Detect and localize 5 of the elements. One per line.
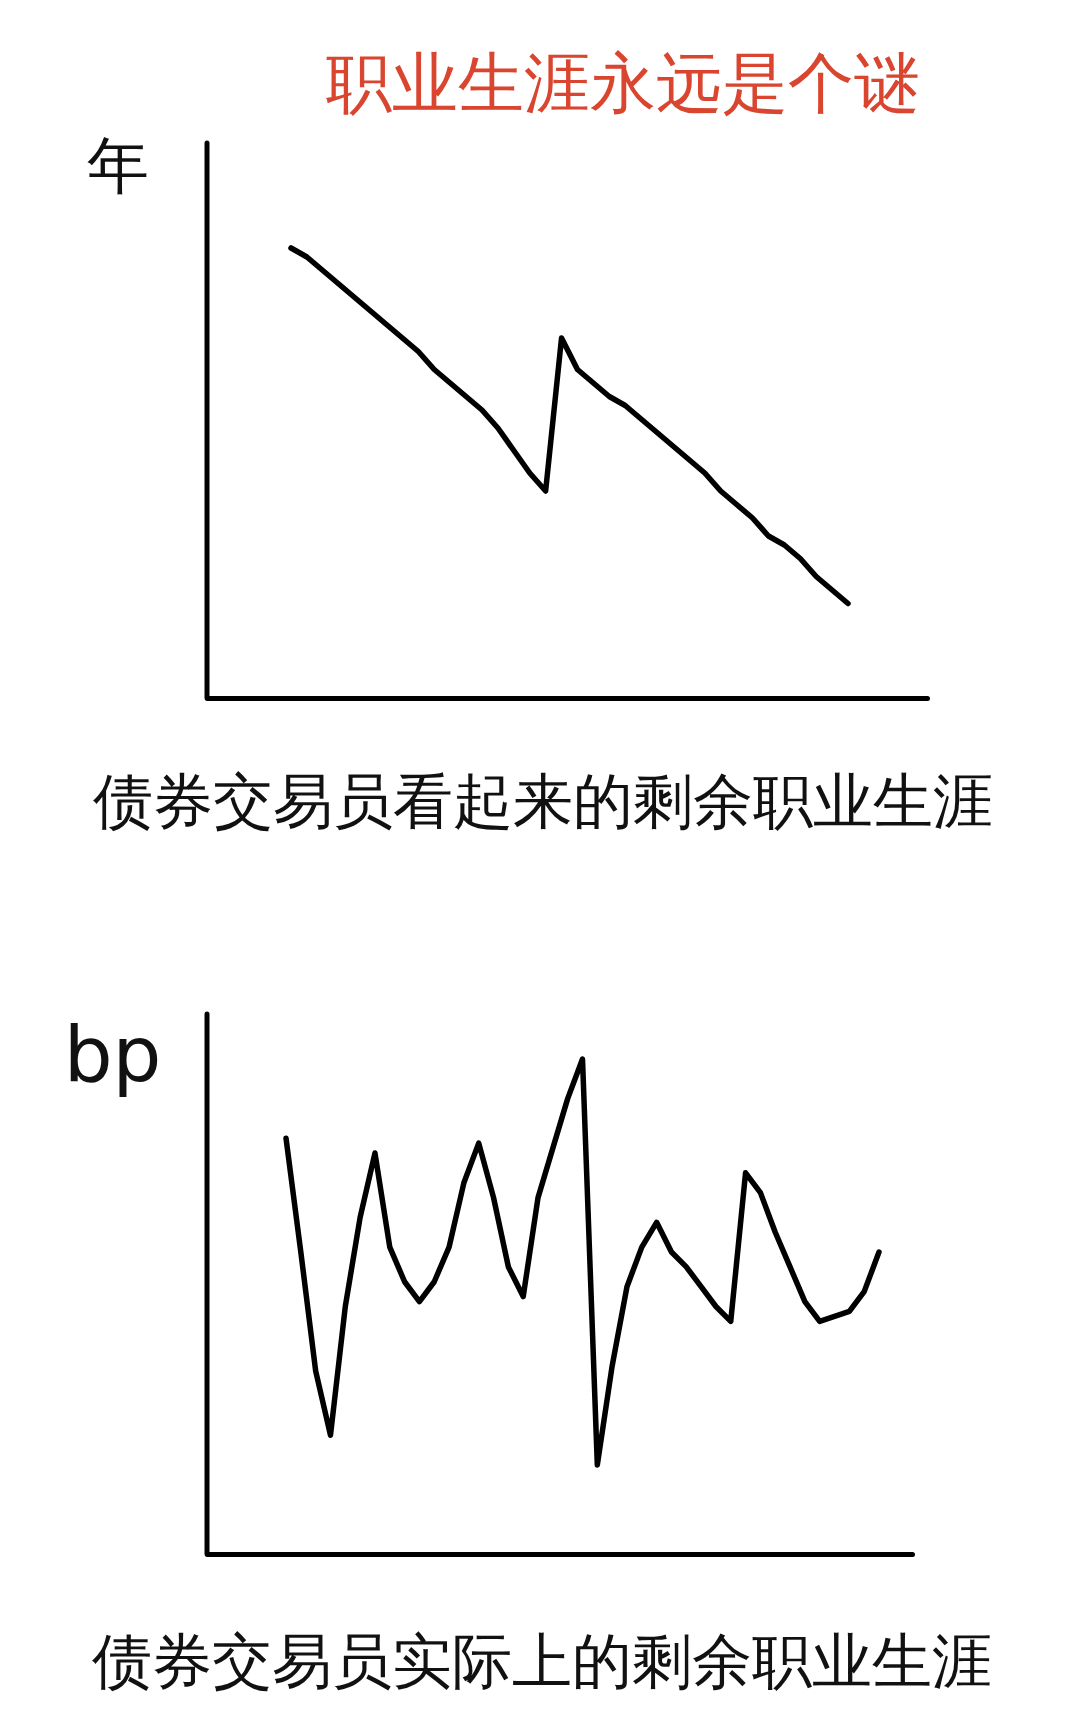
y-axis-title: bp [63, 1009, 162, 1099]
x-axis-title: 债券交易员看起来的剩余职业生涯 [92, 765, 993, 836]
y-axis-title: 年 [86, 128, 149, 202]
x-axis-title: 债券交易员实际上的剩余职业生涯 [91, 1625, 992, 1696]
chart-title: 职业生涯永远是个谜 [326, 47, 920, 120]
